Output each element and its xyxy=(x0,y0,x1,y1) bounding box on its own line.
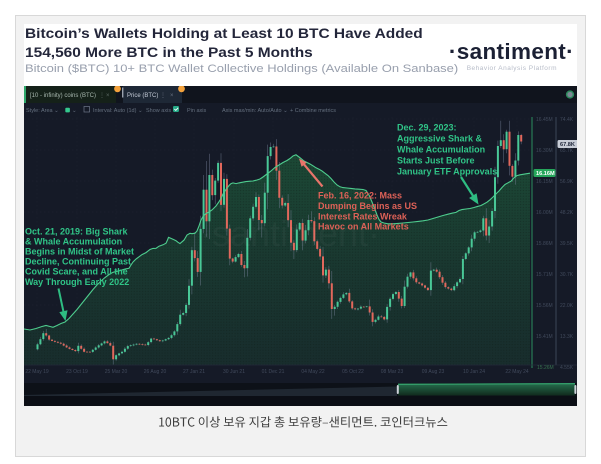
svg-text:Whale Accumulation: Whale Accumulation xyxy=(397,145,485,155)
svg-text:30 Jun 21: 30 Jun 21 xyxy=(223,369,245,375)
svg-text:⌄: ⌄ xyxy=(72,108,77,114)
svg-text:09 Aug 23: 09 Aug 23 xyxy=(422,369,445,375)
svg-text:Interest Rates Wreak: Interest Rates Wreak xyxy=(318,211,408,221)
svg-text:Decline, Continuing Past: Decline, Continuing Past xyxy=(25,257,131,267)
svg-text:& Whale Accumulation: & Whale Accumulation xyxy=(25,237,122,247)
svg-text:16.45M: 16.45M xyxy=(536,117,553,123)
svg-text:×: × xyxy=(106,93,110,99)
svg-text:Starts Just Before: Starts Just Before xyxy=(397,156,475,166)
svg-text:30.7K: 30.7K xyxy=(560,272,574,278)
svg-text:Price (BTC): Price (BTC) xyxy=(127,93,158,99)
svg-text:Dec. 29, 2023:: Dec. 29, 2023: xyxy=(397,123,457,133)
svg-text:22.0K: 22.0K xyxy=(560,303,574,309)
svg-text:15.26M: 15.26M xyxy=(537,365,554,371)
svg-text:15.71M: 15.71M xyxy=(536,272,553,278)
svg-text:Dumping Begins as US: Dumping Begins as US xyxy=(318,201,417,211)
svg-text:26 Aug 20: 26 Aug 20 xyxy=(144,369,167,375)
svg-text:Show axis: Show axis xyxy=(146,108,171,114)
svg-text:16.15M: 16.15M xyxy=(536,179,553,185)
svg-text:13.3K: 13.3K xyxy=(560,334,574,340)
svg-text:Style: Area ⌄: Style: Area ⌄ xyxy=(26,108,59,114)
svg-text:⋮: ⋮ xyxy=(99,93,105,99)
svg-text:Oct. 21, 2019: Big Shark: Oct. 21, 2019: Big Shark xyxy=(25,227,129,237)
svg-text:Feb. 16, 2022: Mass: Feb. 16, 2022: Mass xyxy=(318,191,402,201)
svg-text:Pin axis: Pin axis xyxy=(187,108,207,114)
svg-text:4.55K: 4.55K xyxy=(560,365,574,371)
svg-text:16.16M: 16.16M xyxy=(536,171,555,177)
svg-text:22 May 19: 22 May 19 xyxy=(25,369,49,375)
svg-text:25 Mar 20: 25 Mar 20 xyxy=(105,369,128,375)
svg-text:15.41M: 15.41M xyxy=(536,334,553,340)
svg-text:10 Jan 24: 10 Jan 24 xyxy=(463,369,485,375)
svg-text:Covid Scare, and All the: Covid Scare, and All the xyxy=(25,267,128,277)
svg-text:05 Oct 22: 05 Oct 22 xyxy=(342,369,364,375)
svg-text:Begins in Midst of Market: Begins in Midst of Market xyxy=(25,247,134,257)
svg-text:27 Jan 21: 27 Jan 21 xyxy=(183,369,205,375)
svg-text:67.8K: 67.8K xyxy=(560,142,575,148)
svg-text:56.9K: 56.9K xyxy=(560,179,574,185)
svg-text:16.00M: 16.00M xyxy=(536,210,553,216)
svg-text:23 Oct 19: 23 Oct 19 xyxy=(66,369,88,375)
svg-text:01 Dec 21: 01 Dec 21 xyxy=(262,369,285,375)
svg-text:Way Through Early 2022: Way Through Early 2022 xyxy=(25,277,129,287)
svg-text:Havoc on All Markets: Havoc on All Markets xyxy=(318,222,409,232)
svg-text:Interval: Auto (1d) ⌄: Interval: Auto (1d) ⌄ xyxy=(93,108,143,114)
svg-text:15.56M: 15.56M xyxy=(536,303,553,309)
svg-text:Axis max/min: Auto/Auto ⌄: Axis max/min: Auto/Auto ⌄ xyxy=(222,108,288,114)
svg-text:16.30M: 16.30M xyxy=(536,148,553,154)
svg-text:74.4K: 74.4K xyxy=(560,117,574,123)
svg-text:65.7K: 65.7K xyxy=(560,148,574,154)
svg-text:Aggressive Shark &: Aggressive Shark & xyxy=(397,134,483,144)
svg-text:15.86M: 15.86M xyxy=(536,241,553,247)
svg-text:39.5K: 39.5K xyxy=(560,241,574,247)
svg-text:⋮: ⋮ xyxy=(160,93,166,99)
svg-text:+ Combine metrics: + Combine metrics xyxy=(290,108,336,114)
svg-text:08 Mar 23: 08 Mar 23 xyxy=(381,369,404,375)
svg-text:[10 - infinity) coins (BTC): [10 - infinity) coins (BTC) xyxy=(30,93,96,99)
svg-text:22 May 24: 22 May 24 xyxy=(505,369,529,375)
svg-text:×: × xyxy=(170,93,174,99)
svg-text:04 May 22: 04 May 22 xyxy=(301,369,325,375)
svg-text:48.2K: 48.2K xyxy=(560,210,574,216)
svg-text:January ETF Approvals: January ETF Approvals xyxy=(397,167,497,177)
